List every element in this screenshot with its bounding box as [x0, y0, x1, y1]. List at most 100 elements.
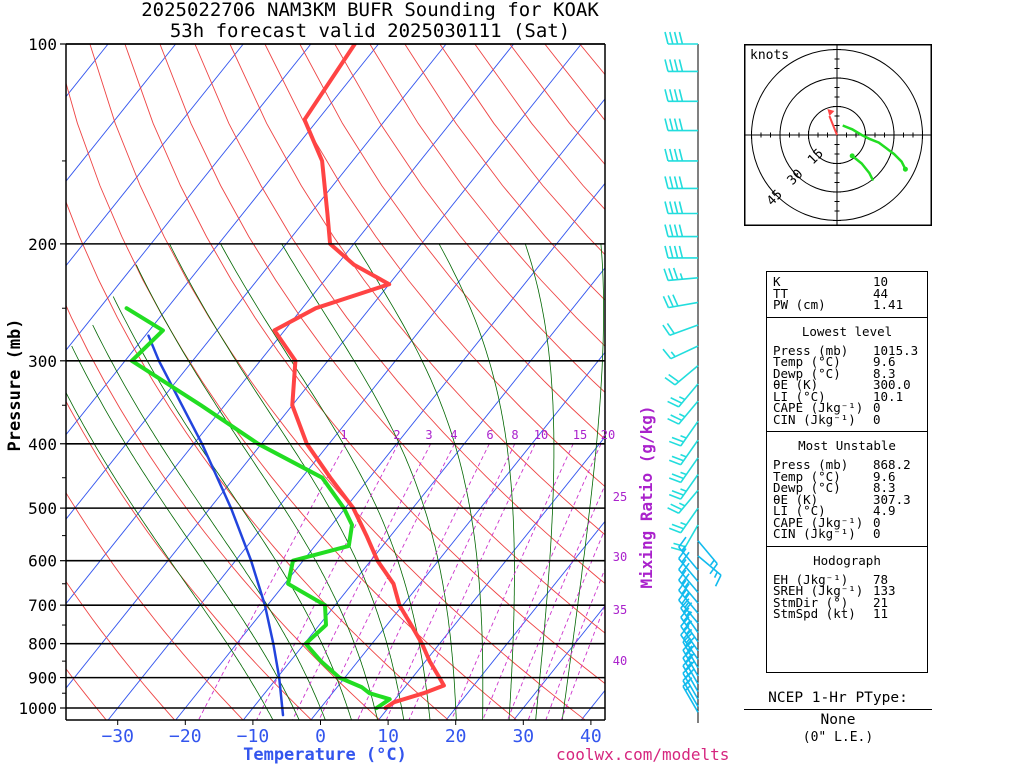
wind-barb — [664, 118, 698, 132]
pw-label: PW (cm) — [773, 297, 826, 312]
most-unstable-label: LI (°C) — [773, 503, 826, 518]
pressure-tick-label: 200 — [28, 235, 57, 254]
temperature-tick-label: −30 — [101, 726, 134, 747]
temperature-tick-label: −10 — [237, 726, 270, 747]
hodograph-trace-upper — [851, 154, 875, 182]
hodograph-param-value: 11 — [873, 606, 889, 621]
hodograph-heading: Hodograph — [813, 552, 881, 568]
hodograph-section: Hodograph EH (Jkg⁻¹) 78 SREH (Jkg⁻¹) 133 Stm… — [767, 547, 927, 626]
ptype-value: None — [820, 712, 856, 728]
isotherm-line — [175, 182, 605, 720]
most-unstable-value: 307.3 — [873, 491, 911, 507]
dry-adiabat-line — [334, 44, 605, 393]
most-unstable-label: CIN (Jkg⁻¹) — [773, 526, 856, 541]
k-index-label: K — [773, 274, 781, 289]
moist-adiabat-line — [135, 264, 379, 720]
lowest-level-value: 1015.3 — [873, 342, 919, 358]
dry-adiabat-line — [369, 44, 605, 347]
most-unstable-value: 9.6 — [873, 468, 896, 484]
most-unstable-section: Most Unstable Press (mb) 868.2 Temp (°C) 9.… — [767, 432, 927, 547]
wind-barb — [664, 59, 698, 73]
dry-adiabat-line — [264, 44, 605, 488]
most-unstable-value: 0 — [873, 526, 881, 541]
dry-adiabat-line — [194, 44, 605, 585]
wind-barb — [678, 536, 699, 571]
hodograph-units-label: knots — [750, 48, 789, 63]
chart-title: 2025022706 NAM3KM BUFR Sounding for KOAK — [141, 0, 599, 21]
wind-barb — [668, 457, 699, 484]
moist-adiabat-line — [354, 243, 484, 720]
wind-barb — [667, 383, 699, 408]
isotherm-line — [66, 44, 515, 605]
dry-adiabat-line — [474, 44, 605, 211]
hodograph-param-value: 133 — [873, 583, 896, 598]
lowest-level-value: 300.0 — [873, 377, 911, 392]
moist-adiabat-line — [92, 324, 326, 720]
wind-barb — [668, 439, 699, 466]
pressure-tick-label: 900 — [28, 669, 57, 688]
pressure-tick-label: 1000 — [18, 699, 57, 718]
pressure-tick-label: 500 — [28, 499, 57, 518]
lowest-level-label: Temp (°C) — [773, 354, 841, 369]
most-unstable-label: CAPE (Jkg⁻¹) — [773, 514, 864, 530]
isotherm-line — [66, 44, 379, 436]
wind-barb — [664, 148, 698, 162]
wind-barb — [678, 569, 699, 604]
temperature-tick-label: −20 — [169, 726, 202, 747]
dry-adiabat-line — [89, 44, 586, 720]
lowest-level-label: Dewp (°C) — [773, 365, 841, 381]
lowest-level-label: θE (K) — [773, 377, 819, 392]
mixing-ratio-line — [385, 443, 516, 720]
dry-adiabat-line — [544, 44, 605, 122]
wind-barbs — [662, 31, 722, 723]
dry-adiabat-line — [720, 44, 745, 722]
mixing-ratio-tick-label: 2 — [393, 428, 400, 442]
moist-adiabat-line — [169, 243, 405, 720]
isotherm-line — [107, 98, 605, 720]
dry-adiabat-line — [66, 400, 313, 720]
parcel-profile-line — [147, 334, 285, 717]
ptype-heading: NCEP 1-Hr PType: — [768, 690, 908, 706]
dry-adiabat-line — [66, 668, 107, 720]
most-unstable-value: 0 — [873, 514, 881, 530]
mixing-ratio-line — [292, 443, 432, 720]
most-unstable-label: θE (K) — [773, 491, 819, 507]
mixing-ratio-tick-label: 4 — [450, 428, 457, 442]
pressure-tick-label: 400 — [28, 435, 57, 454]
tt-index-value: 44 — [873, 285, 889, 301]
wind-barb — [668, 474, 699, 500]
most-unstable-heading: Most Unstable — [798, 438, 896, 453]
mixing-ratio-tick-label: 3 — [425, 428, 432, 442]
mixing-ratio-tick-label: 40 — [613, 654, 627, 668]
wind-barb — [662, 322, 699, 337]
ptype-note: (0" L.E.) — [802, 730, 874, 745]
mixing-ratio-line — [256, 443, 399, 720]
moist-adiabat-line — [71, 345, 300, 720]
lowest-level-label: Press (mb) — [773, 342, 849, 358]
dry-adiabat-line — [650, 44, 745, 722]
temperature-tick-label: 20 — [445, 726, 467, 747]
hodograph-trace — [842, 124, 907, 170]
mixing-ratio-line — [527, 528, 605, 720]
lowest-level-value: 0 — [873, 411, 881, 427]
wind-barb — [682, 677, 699, 713]
dry-adiabat-line — [229, 44, 605, 536]
mixing-ratio-tick-label: 20 — [601, 428, 615, 442]
wind-barb — [668, 420, 699, 447]
wind-barb — [678, 579, 699, 614]
wind-barb — [678, 559, 699, 594]
background-lines — [66, 44, 745, 722]
dry-adiabat-line — [159, 44, 605, 634]
dry-adiabat-line — [404, 44, 605, 301]
wind-barb — [680, 598, 699, 634]
footer-url[interactable]: coolwx.com/modelts — [556, 745, 730, 764]
isotherm-line — [66, 44, 244, 267]
dry-adiabat-line — [66, 200, 449, 720]
wind-barb — [664, 245, 698, 259]
mixing-ratio-line — [318, 443, 455, 720]
lowest-level-label: CAPE (Jkg⁻¹) — [773, 400, 864, 415]
lowest-level-value: 10.1 — [873, 388, 904, 404]
tt-index-label: TT — [773, 285, 789, 301]
